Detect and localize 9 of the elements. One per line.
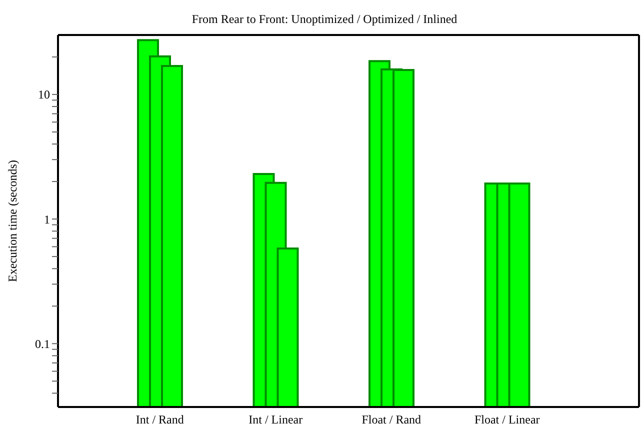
- y-axis-title: Execution time (seconds): [5, 160, 20, 282]
- x-tick-label: Float / Rand: [362, 412, 422, 427]
- chart-title: From Rear to Front: Unoptimized / Optimized / Inlined: [190, 11, 458, 28]
- y-tick-label: 1: [44, 212, 50, 226]
- y-tick-label: 0.1: [35, 336, 50, 351]
- x-tick-label: Int / Rand: [136, 412, 184, 427]
- x-tick-label: Int / Linear: [248, 412, 303, 427]
- x-tick-label: Float / Linear: [474, 412, 540, 427]
- y-tick-label: 10: [38, 88, 50, 102]
